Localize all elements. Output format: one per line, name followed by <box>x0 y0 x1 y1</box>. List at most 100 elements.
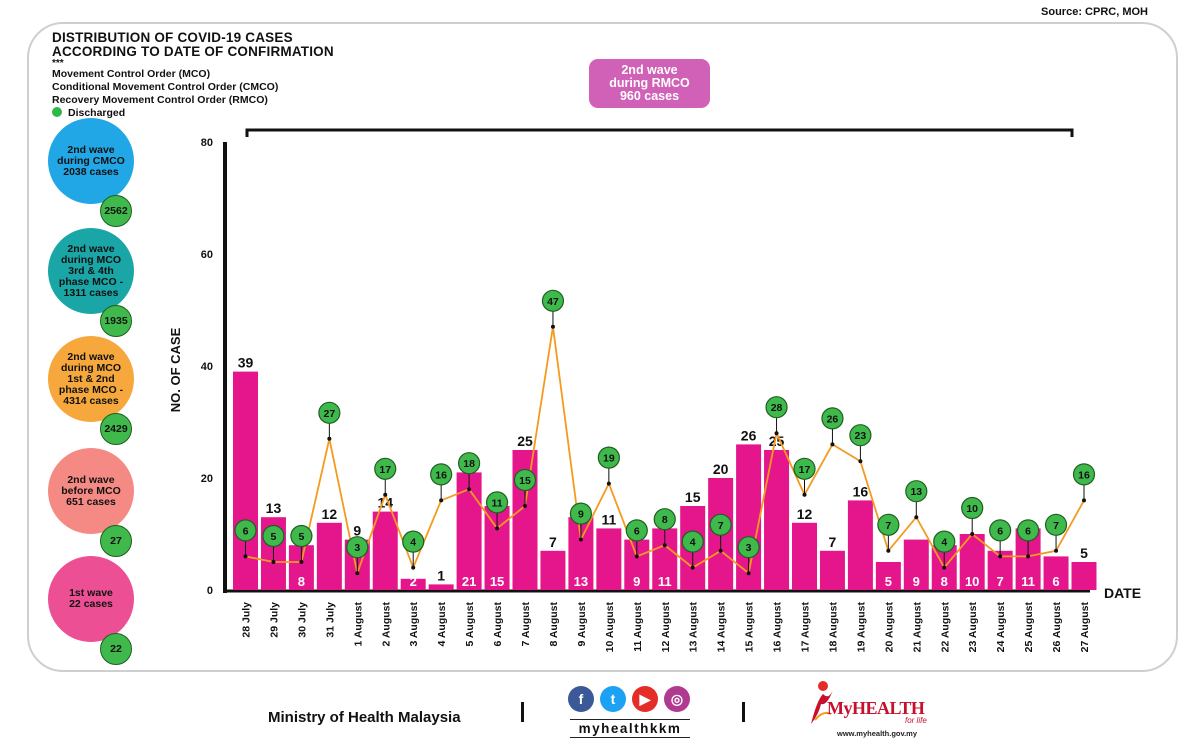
wave-bubble-4: 1st wave 22 cases <box>48 556 134 642</box>
y-tick-label: 60 <box>201 249 213 261</box>
y-tick-label: 80 <box>201 137 213 149</box>
chart-title-line2: ACCORDING TO DATE OF CONFIRMATION <box>52 44 334 59</box>
discharged-bubble <box>541 289 565 312</box>
x-tick-label: 2 August <box>380 602 392 647</box>
discharged-bubble <box>989 519 1012 542</box>
bar-21 <box>819 550 845 590</box>
instagram-icon[interactable]: ◎ <box>664 686 690 712</box>
discharged-point <box>970 532 975 536</box>
discharged-value-label: 18 <box>463 458 475 470</box>
discharged-bubble <box>513 468 537 492</box>
discharged-bubble <box>709 513 732 536</box>
wave-bubble-text: 651 cases <box>66 495 116 508</box>
discharged-bubble <box>1072 463 1096 486</box>
discharged-value-label: 6 <box>997 525 1003 537</box>
bar-value-label: 13 <box>574 574 588 589</box>
youtube-icon[interactable]: ▶ <box>632 686 658 712</box>
wave-bubble-text: 1311 cases <box>63 286 119 299</box>
wave-bubble-text: 1st wave <box>69 587 113 599</box>
x-tick-label: 13 August <box>688 602 700 653</box>
bar-29 <box>1043 556 1069 590</box>
x-tick-label: 5 August <box>464 602 476 647</box>
discharged-point <box>271 560 276 564</box>
wave-bubble-text: 2nd wave <box>67 242 115 255</box>
wave-bubble-text: 2038 cases <box>63 165 119 178</box>
x-tick-label: 17 August <box>800 602 812 653</box>
discharged-bubble <box>905 480 928 503</box>
discharged-value-label: 15 <box>519 475 531 487</box>
x-tick-label: 22 August <box>939 602 951 653</box>
social-handle: myhealthkkm <box>570 719 690 738</box>
x-tick-label: 9 August <box>576 602 588 647</box>
discharged-value-label: 23 <box>855 430 867 442</box>
discharged-value-label: 13 <box>910 486 922 498</box>
myhealth-url: www.myhealth.gov.my <box>837 729 918 738</box>
x-tick-label: 31 July <box>324 602 336 638</box>
discharged-value-label: 27 <box>324 408 336 420</box>
bar-value-label: 8 <box>941 574 948 589</box>
wave-bubble-text: during MCO <box>60 253 122 266</box>
twitter-icon[interactable]: t <box>600 686 626 712</box>
facebook-icon[interactable]: f <box>568 686 594 712</box>
bar-value-label: 7 <box>549 534 557 550</box>
x-tick-label: 14 August <box>716 602 728 653</box>
discharged-bubble <box>346 536 369 559</box>
discharged-bubble <box>961 496 984 520</box>
x-tick-label: 15 August <box>744 602 756 653</box>
footer-separator-right <box>742 702 745 722</box>
discharged-bubble <box>625 519 648 542</box>
wave-bubble-3: 2nd wave before MCO 651 cases <box>48 448 134 534</box>
bar-23 <box>875 562 901 590</box>
discharged-point <box>662 543 667 548</box>
bar-value-label: 26 <box>741 427 757 443</box>
x-tick-label: 11 August <box>632 602 644 652</box>
bar-6 <box>400 578 426 590</box>
discharged-point <box>578 537 583 542</box>
discharged-bubble <box>485 491 509 514</box>
x-tick-label: 18 August <box>827 602 839 653</box>
x-tick-label: 3 August <box>408 602 420 647</box>
bar-24 <box>903 539 929 590</box>
x-tick-label: 10 August <box>604 602 616 653</box>
wave-bubble-text: during MCO <box>60 361 122 374</box>
bar-5 <box>372 511 398 590</box>
wave-bubble-text: phase MCO - <box>58 275 124 288</box>
x-tick-label: 24 August <box>995 602 1007 653</box>
bar-value-label: 9 <box>633 574 640 589</box>
bar-value-label: 11 <box>658 574 672 589</box>
discharged-value-label: 4 <box>690 537 696 549</box>
discharged-value-label: 6 <box>1025 525 1031 537</box>
discharged-bubble <box>569 502 593 525</box>
discharged-value-label: 7 <box>718 520 724 532</box>
discharged-bubble <box>290 524 313 548</box>
bar-3 <box>316 522 342 590</box>
bar-value-label: 7 <box>829 534 837 550</box>
wave-bubble-text: 1st & 2nd <box>67 372 115 385</box>
wave-bubble-text: before MCO <box>61 484 121 497</box>
wave-bubble-text: 4314 cases <box>63 394 119 407</box>
myhealth-name: MyHEALTH <box>827 698 925 718</box>
y-tick-label: 40 <box>201 361 213 373</box>
bar-20 <box>792 522 817 590</box>
discharged-value-label: 5 <box>271 531 277 543</box>
discharged-bubble <box>458 452 481 475</box>
discharged-value-label: 6 <box>634 525 640 537</box>
bar-value-label: 2 <box>410 574 417 589</box>
discharged-bubble <box>793 457 816 480</box>
discharged-value-label: 6 <box>243 525 249 537</box>
discharged-point <box>327 436 332 441</box>
x-tick-label: 29 July <box>268 602 280 638</box>
bar-value-label: 6 <box>1052 574 1059 589</box>
x-tick-label: 30 July <box>296 602 308 638</box>
discharged-dot-icon <box>52 107 62 117</box>
discharged-point <box>942 565 947 570</box>
x-tick-label: 19 August <box>855 602 867 653</box>
discharged-value-label: 7 <box>885 520 891 532</box>
chart-title-line1: DISTRIBUTION OF COVID-19 CASES <box>52 30 293 45</box>
discharged-point <box>998 554 1003 559</box>
discharged-point <box>243 554 248 559</box>
discharged-point <box>858 459 863 464</box>
discharged-point <box>634 554 639 559</box>
legend-cmco: Conditional Movement Control Order (CMCO… <box>52 81 279 93</box>
